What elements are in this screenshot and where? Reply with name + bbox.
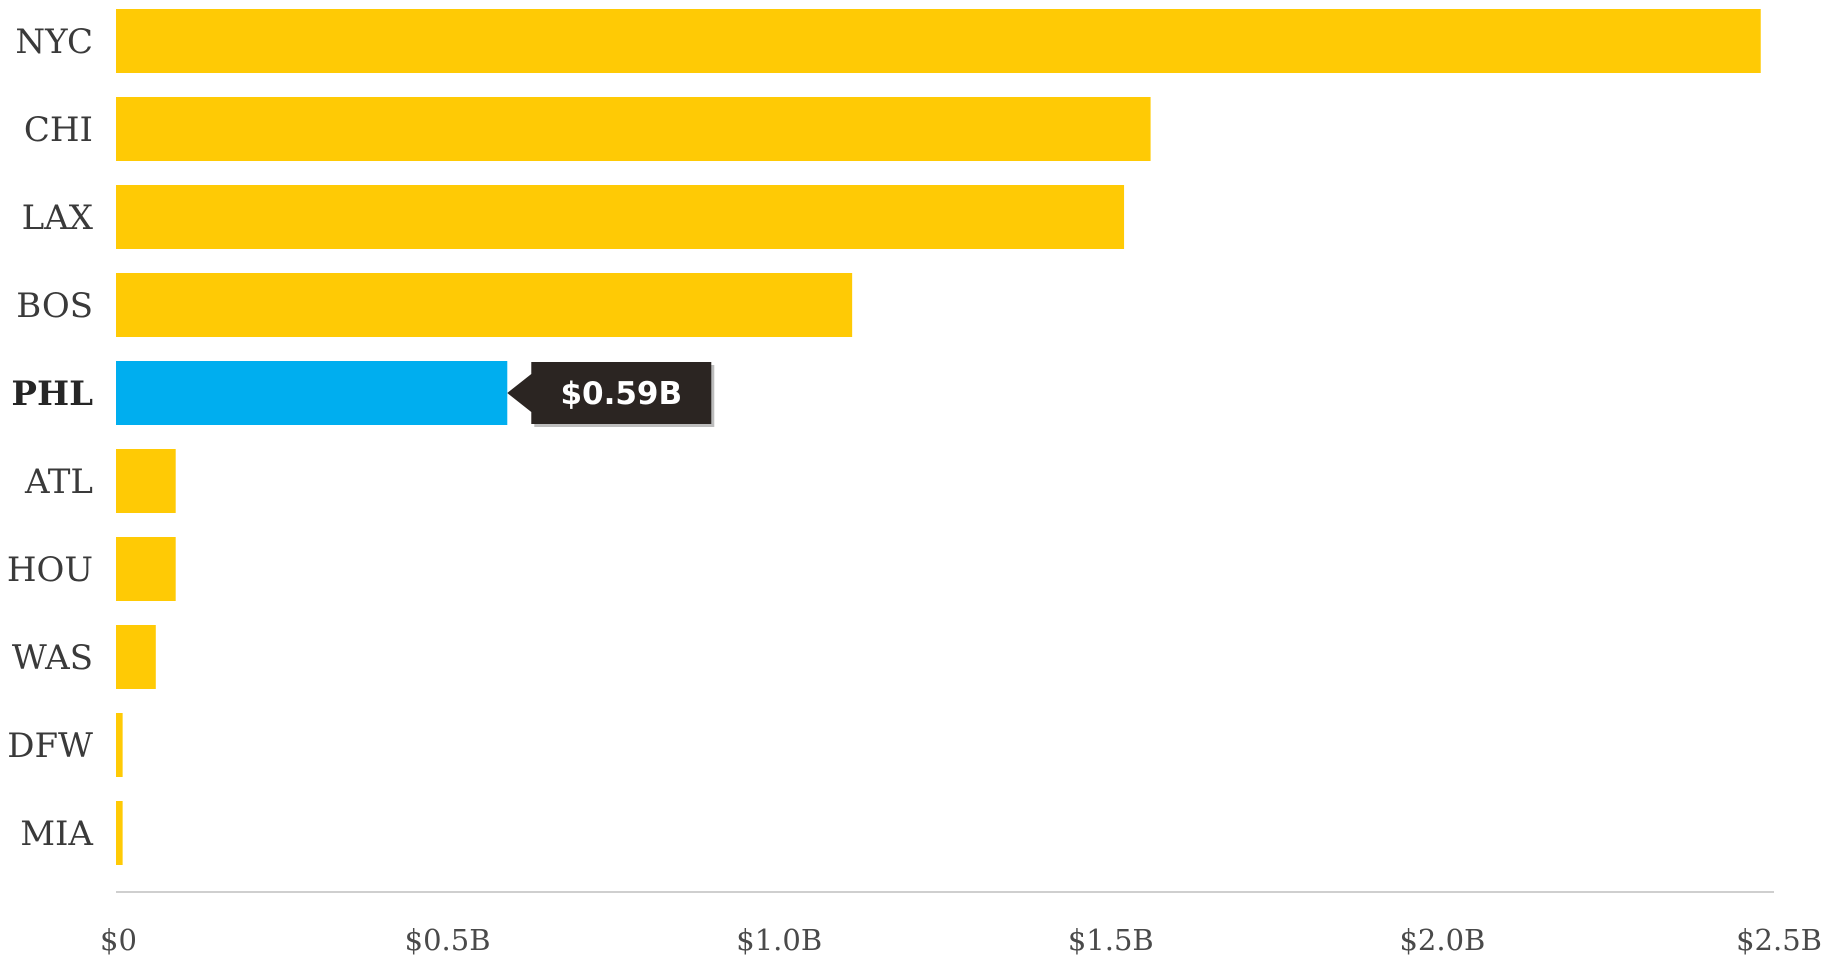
category-label-bos: BOS [16, 286, 93, 326]
x-tick-label: $2.0B [1399, 923, 1485, 957]
category-label-lax: LAX [22, 198, 94, 238]
bar-dfw [116, 713, 123, 777]
category-label-chi: CHI [24, 110, 93, 150]
callout-box [507, 362, 712, 424]
bar-hou [116, 537, 176, 601]
bar-nyc [116, 9, 1761, 73]
callout-value-label: $0.59B [560, 376, 682, 412]
bar-was [116, 625, 156, 689]
bar-phl [116, 361, 508, 425]
bar-bos [116, 273, 853, 337]
x-tick-label: $2.5B [1736, 923, 1822, 957]
bar-lax [116, 185, 1125, 249]
category-label-phl: PHL [11, 374, 93, 414]
x-tick-label: $0.5B [405, 923, 491, 957]
bar-mia [116, 801, 123, 865]
bar-atl [116, 449, 176, 513]
category-label-mia: MIA [20, 814, 93, 854]
value-callout: $0.59B [507, 362, 715, 427]
bar-chi [116, 97, 1151, 161]
x-tick-label: $1.0B [736, 923, 822, 957]
category-labels: NYC CHI LAX BOS PHL ATL HOU WAS DFW MIA [7, 22, 94, 854]
bars-layer [116, 9, 1761, 865]
x-tick-label: $0 [100, 923, 137, 957]
category-label-dfw: DFW [7, 726, 93, 766]
category-label-atl: ATL [24, 462, 93, 502]
x-axis-ticks: $0 $0.5B $1.0B $1.5B $2.0B $2.5B [100, 923, 1822, 957]
category-label-was: WAS [12, 638, 93, 678]
x-tick-label: $1.5B [1068, 923, 1154, 957]
category-label-hou: HOU [7, 550, 93, 590]
category-label-nyc: NYC [15, 22, 93, 62]
